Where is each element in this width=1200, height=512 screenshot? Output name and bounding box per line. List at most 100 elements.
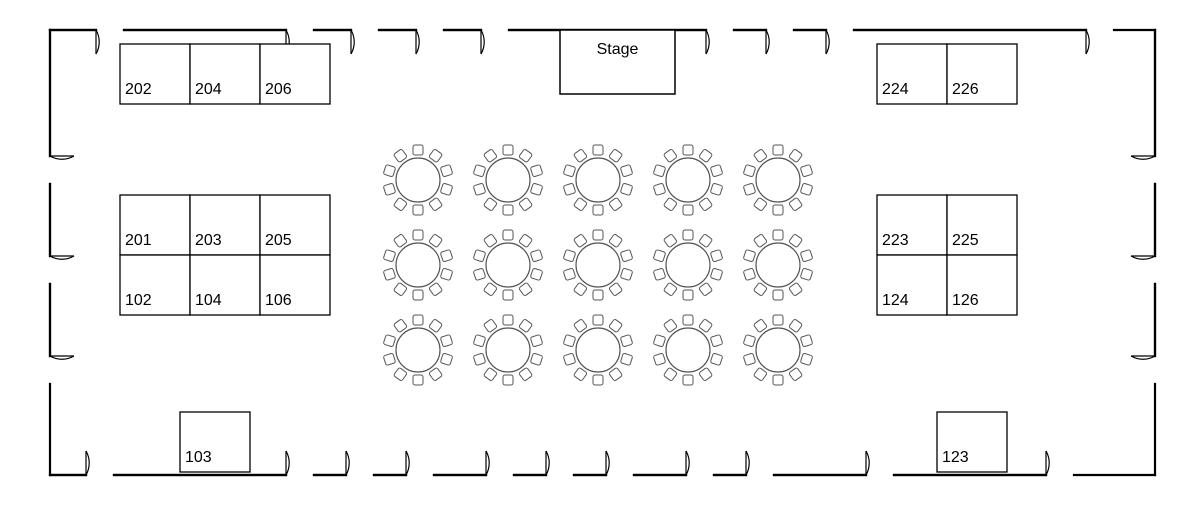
chair-icon	[393, 149, 407, 163]
chair-icon	[663, 367, 677, 381]
chair-icon	[683, 315, 693, 325]
round-table	[743, 145, 813, 215]
chair-icon	[393, 234, 407, 248]
chair-icon	[753, 234, 767, 248]
chair-icon	[773, 230, 783, 240]
chair-icon	[609, 197, 623, 211]
chair-icon	[620, 249, 633, 262]
chair-icon	[699, 234, 713, 248]
chair-icon	[530, 164, 543, 177]
chair-icon	[429, 282, 443, 296]
chair-icon	[773, 205, 783, 215]
chair-icon	[753, 319, 767, 333]
chair-icon	[743, 164, 756, 177]
chair-icon	[773, 290, 783, 300]
booth-label-204: 204	[195, 81, 222, 98]
round-table	[563, 315, 633, 385]
chair-icon	[789, 149, 803, 163]
chair-icon	[413, 315, 423, 325]
booth-202: 202	[120, 44, 190, 104]
booth-label-223: 223	[882, 232, 909, 249]
round-table	[653, 145, 723, 215]
chair-icon	[593, 230, 603, 240]
round-table	[563, 230, 633, 300]
round-table	[563, 145, 633, 215]
chair-icon	[440, 164, 453, 177]
booth-102: 102	[120, 255, 190, 315]
booth-label-126: 126	[952, 292, 979, 309]
chair-icon	[663, 197, 677, 211]
booth-label-203: 203	[195, 232, 222, 249]
chair-icon	[743, 249, 756, 262]
chair-icon	[573, 149, 587, 163]
booth-106: 106	[260, 255, 330, 315]
chair-icon	[503, 205, 513, 215]
round-table	[653, 230, 723, 300]
chair-icon	[753, 367, 767, 381]
chair-icon	[503, 145, 513, 155]
chair-icon	[683, 145, 693, 155]
booth-label-103: 103	[185, 449, 212, 466]
booth-label-225: 225	[952, 232, 979, 249]
chair-icon	[620, 183, 633, 196]
chair-icon	[789, 367, 803, 381]
booth-223: 223	[877, 195, 947, 255]
chair-icon	[609, 234, 623, 248]
chair-icon	[743, 353, 756, 366]
chair-icon	[653, 164, 666, 177]
chair-icon	[483, 319, 497, 333]
chair-icon	[503, 375, 513, 385]
chair-icon	[663, 149, 677, 163]
chair-icon	[563, 183, 576, 196]
booth-label-123: 123	[942, 449, 969, 466]
chair-icon	[683, 290, 693, 300]
chair-icon	[429, 234, 443, 248]
booth-123: 123	[937, 412, 1007, 472]
chair-icon	[483, 197, 497, 211]
booth-126: 126	[947, 255, 1017, 315]
chair-icon	[429, 367, 443, 381]
booth-label-206: 206	[265, 81, 292, 98]
booth-205: 205	[260, 195, 330, 255]
booth-201: 201	[120, 195, 190, 255]
chair-icon	[683, 230, 693, 240]
chair-icon	[383, 164, 396, 177]
chair-icon	[573, 319, 587, 333]
chair-icon	[440, 334, 453, 347]
booth-206: 206	[260, 44, 330, 104]
chair-icon	[413, 145, 423, 155]
chair-icon	[429, 197, 443, 211]
chair-icon	[413, 375, 423, 385]
booth-204: 204	[190, 44, 260, 104]
chair-icon	[773, 375, 783, 385]
chair-icon	[473, 164, 486, 177]
booth-104: 104	[190, 255, 260, 315]
chair-icon	[530, 353, 543, 366]
stage-label: Stage	[597, 41, 639, 58]
chair-icon	[620, 164, 633, 177]
chair-icon	[753, 149, 767, 163]
chair-icon	[710, 164, 723, 177]
chair-icon	[563, 334, 576, 347]
chair-icon	[699, 367, 713, 381]
chair-icon	[800, 353, 813, 366]
chair-icon	[483, 234, 497, 248]
chair-icon	[800, 164, 813, 177]
chair-icon	[383, 268, 396, 281]
chair-icon	[653, 334, 666, 347]
booth-124: 124	[877, 255, 947, 315]
booth-label-104: 104	[195, 292, 222, 309]
chair-icon	[483, 282, 497, 296]
chair-icon	[563, 268, 576, 281]
booth-226: 226	[947, 44, 1017, 104]
round-table	[383, 315, 453, 385]
chair-icon	[473, 353, 486, 366]
chair-icon	[530, 183, 543, 196]
chair-icon	[429, 319, 443, 333]
chair-icon	[563, 164, 576, 177]
chair-icon	[800, 183, 813, 196]
chair-icon	[609, 149, 623, 163]
chair-icon	[440, 249, 453, 262]
round-table	[473, 315, 543, 385]
booth-225: 225	[947, 195, 1017, 255]
